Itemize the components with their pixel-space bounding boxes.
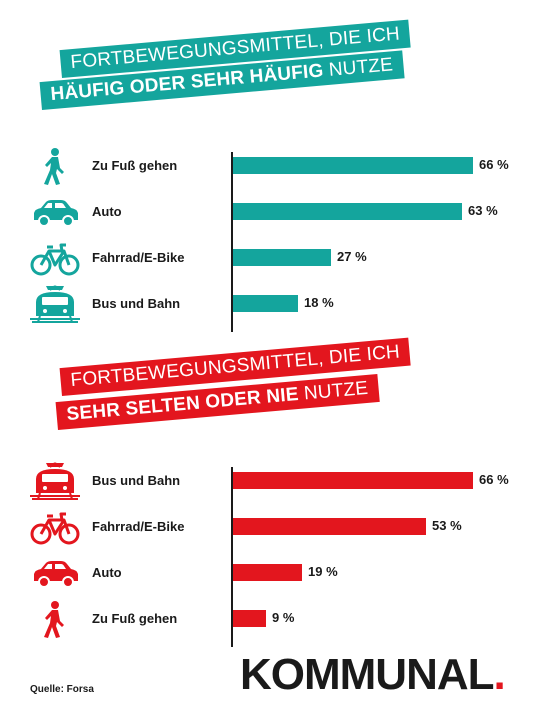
value-label: 27 % [337, 249, 367, 264]
car-icon [28, 192, 82, 232]
value-label: 9 % [272, 610, 295, 625]
bar [233, 518, 426, 535]
bar-row: Fahrrad/E-Bike 53 % [0, 507, 533, 547]
category-label: Zu Fuß gehen [92, 611, 178, 626]
value-label: 66 % [479, 157, 509, 172]
value-label: 53 % [432, 518, 462, 533]
bar [233, 564, 302, 581]
bar [233, 157, 473, 174]
bar [233, 610, 266, 627]
bar-row: Auto 19 % [0, 553, 533, 593]
value-label: 63 % [468, 203, 498, 218]
value-label: 19 % [308, 564, 338, 579]
train-icon [28, 284, 82, 324]
logo-text: KOMMUNAL [240, 650, 495, 699]
category-label: Auto [92, 565, 122, 580]
logo-dot: . [493, 650, 506, 699]
walking-icon [28, 599, 82, 639]
bicycle-icon [28, 238, 82, 278]
bottom-banner: FORTBEWEGUNGSMITTEL, DIE ICH SEHR SELTEN… [0, 337, 533, 450]
walking-icon [28, 146, 82, 186]
category-label: Fahrrad/E-Bike [92, 250, 185, 265]
bar-row: Fahrrad/E-Bike 27 % [0, 238, 533, 278]
bar-row: Bus und Bahn 66 % [0, 461, 533, 501]
car-icon [28, 553, 82, 593]
y-axis-line [231, 467, 233, 647]
category-label: Bus und Bahn [92, 296, 181, 311]
kommunal-logo: KOMMUNAL. [240, 650, 506, 700]
category-label: Zu Fuß gehen [92, 158, 178, 173]
bar-row: Zu Fuß gehen 66 % [0, 146, 533, 186]
bar-row: Bus und Bahn 18 % [0, 284, 533, 324]
value-label: 18 % [304, 295, 334, 310]
bar [233, 249, 331, 266]
category-label: Auto [92, 204, 122, 219]
bar [233, 472, 473, 489]
bar [233, 295, 298, 312]
bicycle-icon [28, 507, 82, 547]
bottom-banner-line2-rest: NUTZE [297, 377, 370, 405]
category-label: Bus und Bahn [92, 473, 181, 488]
top-banner-line2-rest: NUTZE [322, 54, 394, 82]
bar-row: Zu Fuß gehen 9 % [0, 599, 533, 639]
source-note: Quelle: Forsa [30, 684, 94, 695]
train-icon [28, 461, 82, 501]
bottom-chart: Bus und Bahn 66 % Fahrrad/E-Bike 53 % Auto… [0, 455, 533, 647]
bar [233, 203, 462, 220]
top-banner: FORTBEWEGUNGSMITTEL, DIE ICH HÄUFIG ODER… [0, 0, 533, 140]
top-chart: Zu Fuß gehen 66 % Auto 63 % Fahrrad/E-Bike… [0, 140, 533, 332]
bar-row: Auto 63 % [0, 192, 533, 232]
y-axis-line [231, 152, 233, 332]
category-label: Fahrrad/E-Bike [92, 519, 185, 534]
value-label: 66 % [479, 472, 509, 487]
